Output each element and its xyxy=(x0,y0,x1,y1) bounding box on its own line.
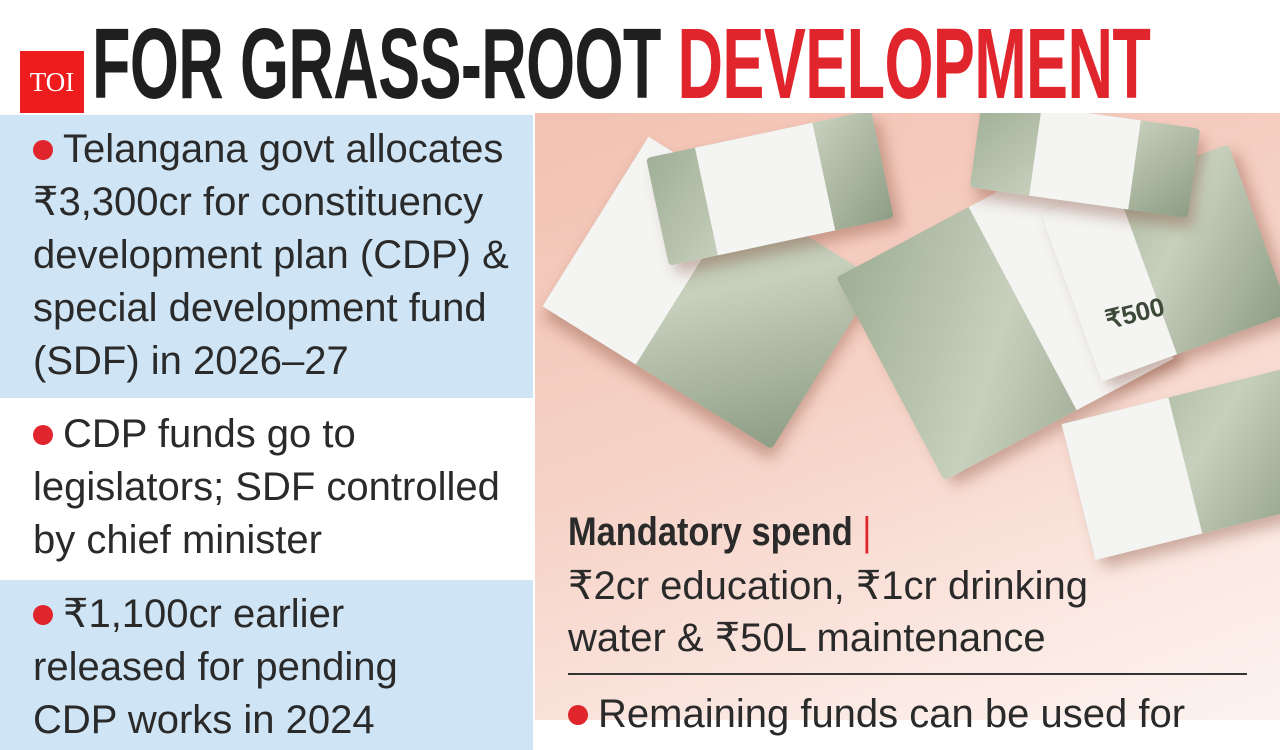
fact-panel-control: CDP funds go to legislators; SDF control… xyxy=(0,400,533,578)
text-line: legislators; SDF controlled xyxy=(33,465,500,509)
text-line: Telangana govt allocates xyxy=(63,127,504,171)
headline-part2: DEVELOPMENT xyxy=(677,8,1151,120)
text-line: ₹3,300cr for constituency xyxy=(33,180,484,224)
fact-panel-earlier-release: ₹1,100cr earlier released for pending CD… xyxy=(0,580,533,750)
text-line: by chief minister xyxy=(33,518,322,562)
bullet-icon xyxy=(33,425,53,445)
headline: FOR GRASS-ROOT DEVELOPMENT xyxy=(92,14,1151,114)
text-line: special development fund xyxy=(33,286,487,330)
text-line: Remaining funds can be used for xyxy=(598,692,1186,736)
separator: | xyxy=(862,510,872,554)
text-line: water & ₹50L maintenance xyxy=(568,616,1046,660)
text-line: released for pending xyxy=(33,645,398,689)
text-line: (SDF) in 2026–27 xyxy=(33,339,349,383)
mandatory-spend-heading: Mandatory spend | xyxy=(568,508,871,556)
bullet-icon xyxy=(33,605,53,625)
text-line: ₹2cr education, ₹1cr drinking xyxy=(568,564,1089,608)
remaining-funds-text: Remaining funds can be used for xyxy=(568,688,1185,740)
text-line: CDP funds go to xyxy=(63,412,356,456)
left-column: Telangana govt allocates ₹3,300cr for co… xyxy=(0,115,533,750)
headline-part1: FOR GRASS-ROOT xyxy=(92,8,661,120)
text-line: development plan (CDP) & xyxy=(33,233,509,277)
heading-text: Mandatory spend xyxy=(568,510,853,554)
bullet-icon xyxy=(568,705,588,725)
note-bundle xyxy=(646,113,894,266)
mandatory-spend-text: ₹2cr education, ₹1cr drinking water & ₹5… xyxy=(568,560,1088,664)
currency-photo: ₹500 xyxy=(535,113,1280,720)
fact-panel-allocation: Telangana govt allocates ₹3,300cr for co… xyxy=(0,115,533,398)
text-line: ₹1,100cr earlier xyxy=(63,592,345,636)
toi-logo: TOI xyxy=(20,51,84,113)
bullet-icon xyxy=(33,140,53,160)
text-line: CDP works in 2024 xyxy=(33,698,375,742)
divider xyxy=(568,673,1247,675)
